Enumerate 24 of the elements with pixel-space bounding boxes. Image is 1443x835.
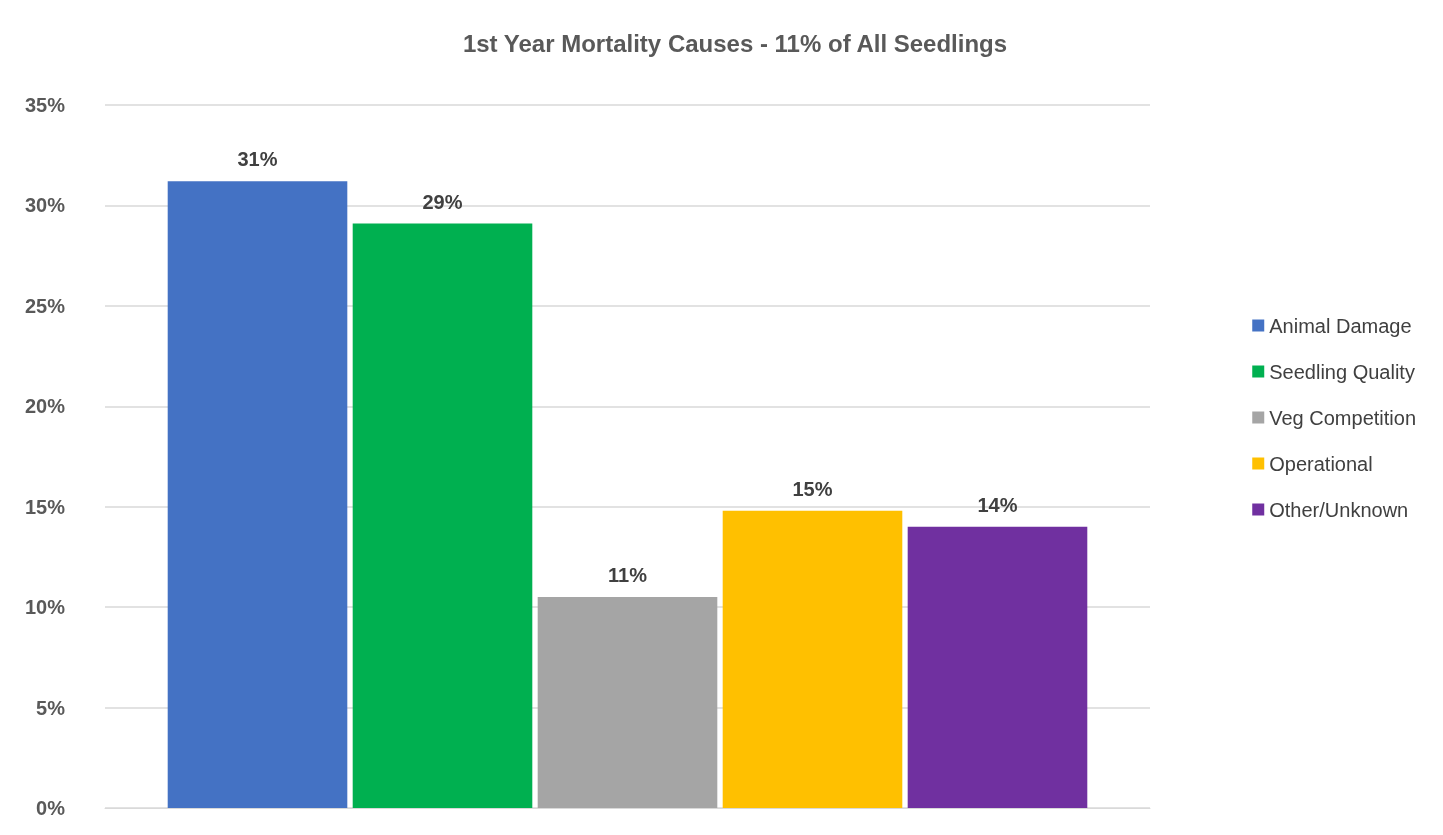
data-label: 31%	[237, 148, 278, 171]
legend-label: Operational	[1269, 452, 1373, 475]
data-label: 29%	[422, 190, 463, 213]
y-tick-label: 25%	[24, 294, 66, 317]
legend-label: Seedling Quality	[1269, 360, 1415, 383]
y-tick-label: 0%	[36, 797, 66, 819]
data-label: 15%	[792, 477, 833, 500]
y-tick-label: 35%	[24, 94, 66, 116]
y-tick-label: 20%	[24, 395, 66, 418]
data-label: 14%	[977, 493, 1018, 516]
y-tick-label: 30%	[24, 194, 66, 217]
y-tick-label: 5%	[36, 696, 66, 719]
bar	[352, 223, 533, 808]
legend-label: Other/Unknown	[1269, 498, 1409, 521]
legend-label: Animal Damage	[1269, 314, 1412, 337]
bar	[722, 510, 903, 808]
y-tick-label: 10%	[24, 596, 66, 619]
data-label: 11%	[608, 564, 648, 587]
legend-label: Veg Competition	[1269, 406, 1417, 429]
bar	[907, 526, 1088, 808]
y-tick-label: 15%	[24, 495, 66, 518]
bar	[537, 597, 718, 808]
chart-title: 1st Year Mortality Causes - 11% of All Seedlings	[462, 29, 1008, 57]
bar	[167, 181, 348, 808]
